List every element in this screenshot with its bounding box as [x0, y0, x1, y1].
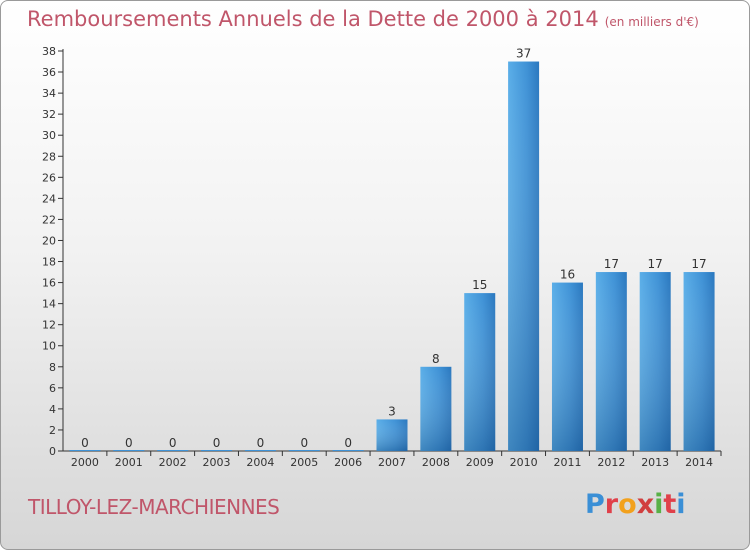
data-label: 37	[516, 47, 531, 61]
x-axis: 2000 2001 2002 2003 2004 2005 2006 2007 2008 2009…	[63, 450, 722, 469]
data-label: 17	[604, 257, 619, 271]
logo-letter: i	[676, 489, 686, 520]
x-tick-label: 2011	[553, 456, 581, 469]
bar-shade	[508, 61, 540, 452]
bar	[288, 450, 320, 451]
x-tick-label: 2007	[378, 456, 406, 469]
x-tick-label: 2005	[290, 456, 318, 469]
data-label: 17	[691, 257, 706, 271]
bar	[157, 450, 189, 451]
bar-shade	[683, 272, 715, 451]
bar	[332, 450, 364, 451]
y-tick-label: 4	[49, 403, 56, 416]
x-tick-label: 2003	[203, 456, 231, 469]
y-tick-label: 36	[42, 66, 56, 79]
chart-title: Remboursements Annuels de la Dette de 20…	[27, 7, 699, 31]
bar	[201, 450, 233, 451]
y-tick-label: 34	[42, 87, 56, 100]
y-tick-label: 6	[49, 382, 56, 395]
logo-letter: i	[654, 489, 664, 520]
data-label: 0	[169, 436, 177, 450]
x-tick-label: 2014	[685, 456, 713, 469]
bar	[113, 450, 145, 451]
data-label: 8	[432, 352, 440, 366]
data-label: 15	[472, 278, 487, 292]
y-tick-label: 10	[42, 340, 56, 353]
x-tick-label: 2002	[159, 456, 187, 469]
x-tick-label: 2008	[422, 456, 450, 469]
data-label: 17	[648, 257, 663, 271]
x-tick-label: 2013	[641, 456, 669, 469]
bar	[69, 450, 101, 451]
y-tick-label: 18	[42, 256, 56, 269]
logo-letter: r	[604, 489, 619, 520]
chart-title-text: Remboursements Annuels de la Dette de 20…	[27, 7, 599, 31]
data-label: 0	[125, 436, 133, 450]
logo-letter: t	[663, 489, 677, 520]
commune-name: TILLOY-LEZ-MARCHIENNES	[28, 495, 280, 519]
bar-shade	[595, 272, 627, 451]
y-tick-label: 8	[49, 361, 56, 374]
data-label: 0	[213, 436, 221, 450]
x-tick-label: 2000	[71, 456, 99, 469]
x-tick-label: 2006	[334, 456, 362, 469]
logo-letter: P	[585, 489, 605, 520]
data-label: 0	[300, 436, 308, 450]
bar-shade	[420, 366, 452, 451]
x-tick-label: 2010	[510, 456, 538, 469]
y-tick-label: 0	[49, 445, 56, 458]
x-tick-label: 2001	[115, 456, 143, 469]
bar-shade	[376, 419, 408, 451]
y-tick-label: 20	[42, 234, 56, 247]
y-tick-label: 28	[42, 150, 56, 163]
y-tick-label: 24	[42, 192, 56, 205]
x-tick-label: 2012	[597, 456, 625, 469]
x-tick-label: 2004	[246, 456, 274, 469]
bar-shade	[464, 293, 496, 451]
proxiti-logo: Proxiti	[585, 489, 686, 520]
bars	[69, 61, 715, 452]
data-label: 0	[344, 436, 352, 450]
data-label: 16	[560, 268, 575, 282]
y-tick-label: 22	[42, 213, 56, 226]
y-tick-label: 32	[42, 108, 56, 121]
y-tick-label: 14	[42, 298, 56, 311]
bar	[244, 450, 276, 451]
data-label: 0	[81, 436, 89, 450]
bar-shade	[551, 282, 583, 451]
bar-shade	[639, 272, 671, 451]
y-tick-label: 16	[42, 277, 56, 290]
y-tick-label: 2	[49, 424, 56, 437]
logo-letter: x	[636, 489, 655, 520]
chart-unit: (en milliers d'€)	[604, 15, 699, 29]
data-label: 3	[388, 404, 396, 418]
data-label: 0	[257, 436, 265, 450]
y-tick-label: 30	[42, 129, 56, 142]
logo-letter: o	[618, 489, 637, 520]
data-labels: 0 0 0 0 0 0 0 3 8 15 37 16 17 17 17	[81, 47, 707, 450]
y-tick-label: 38	[42, 45, 56, 58]
x-tick-label: 2009	[466, 456, 494, 469]
y-tick-label: 12	[42, 319, 56, 332]
y-tick-label: 26	[42, 171, 56, 184]
